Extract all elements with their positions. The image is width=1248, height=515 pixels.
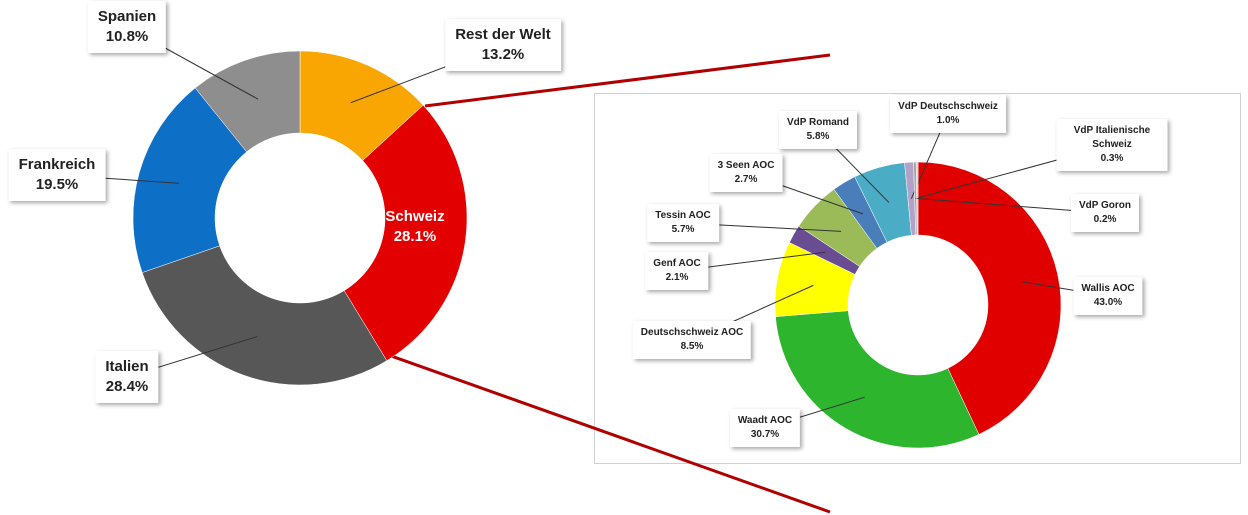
slice-label: VdP Italienische Schweiz 0.3% [1056, 119, 1168, 171]
slice [775, 310, 980, 449]
slice-label: Italien 28.4% [95, 351, 159, 403]
donut-hole [848, 235, 988, 375]
label-name: Waadt AOC [737, 415, 793, 426]
label-value: 13.2% [481, 46, 525, 63]
label-value: 0.2% [1093, 214, 1117, 225]
slice-label: Rest der Welt 13.2% [445, 19, 561, 71]
detail-frame [594, 93, 1241, 464]
slice-label: Schweiz 28.1% [375, 201, 454, 253]
label-value: 19.5% [35, 176, 79, 193]
label-name: VdP Deutschschweiz [898, 101, 998, 112]
slice-label: Deutschschweiz AOC 8.5% [632, 321, 752, 359]
label-name: Wallis AOC [1081, 283, 1135, 294]
label-value: 0.3% [1100, 153, 1124, 164]
label-name: Spanien [97, 8, 157, 25]
connector [424, 53, 831, 108]
donut-hole [215, 133, 385, 303]
slice-label: VdP Deutschschweiz 1.0% [890, 95, 1006, 133]
slice [915, 161, 919, 236]
label-name: Italien [105, 358, 149, 375]
slice [343, 104, 468, 362]
slice [141, 245, 388, 386]
slice-label: VdP Romand 5.8% [778, 111, 858, 149]
label-value: 28.4% [105, 378, 149, 395]
label-name: Deutschschweiz AOC [640, 327, 744, 338]
slice-label: Tessin AOC 5.7% [647, 204, 719, 242]
label-value: 5.7% [671, 224, 695, 235]
label-value: 5.8% [806, 131, 830, 142]
slice [917, 161, 1062, 435]
connector [379, 350, 831, 514]
slice-label: Frankreich 19.5% [8, 149, 106, 201]
slice-label: 3 Seen AOC 2.7% [709, 154, 783, 192]
label-name: Genf AOC [653, 258, 701, 269]
label-name: VdP Goron [1078, 200, 1132, 211]
slice [132, 87, 247, 273]
slice-label: Waadt AOC 30.7% [729, 409, 801, 447]
label-value: 2.7% [734, 174, 758, 185]
label-name: VdP Italienische Schweiz [1073, 125, 1151, 150]
label-name: VdP Romand [786, 117, 850, 128]
slice-label: VdP Goron 0.2% [1070, 194, 1140, 232]
label-value: 30.7% [750, 429, 780, 440]
label-value: 10.8% [105, 28, 149, 45]
label-value: 8.5% [680, 341, 704, 352]
label-name: Schweiz [385, 208, 445, 225]
slice-label: Spanien 10.8% [87, 1, 167, 53]
label-name: 3 Seen AOC [717, 160, 775, 171]
label-name: Tessin AOC [655, 210, 711, 221]
label-value: 43.0% [1093, 297, 1123, 308]
label-value: 2.1% [665, 272, 689, 283]
label-value: 28.1% [393, 228, 437, 245]
slice [194, 50, 301, 153]
label-value: 1.0% [936, 115, 960, 126]
label-name: Frankreich [18, 156, 96, 173]
slice-label: Wallis AOC 43.0% [1073, 277, 1143, 315]
slice-label: Genf AOC 2.1% [645, 252, 709, 290]
label-name: Rest der Welt [455, 26, 551, 43]
